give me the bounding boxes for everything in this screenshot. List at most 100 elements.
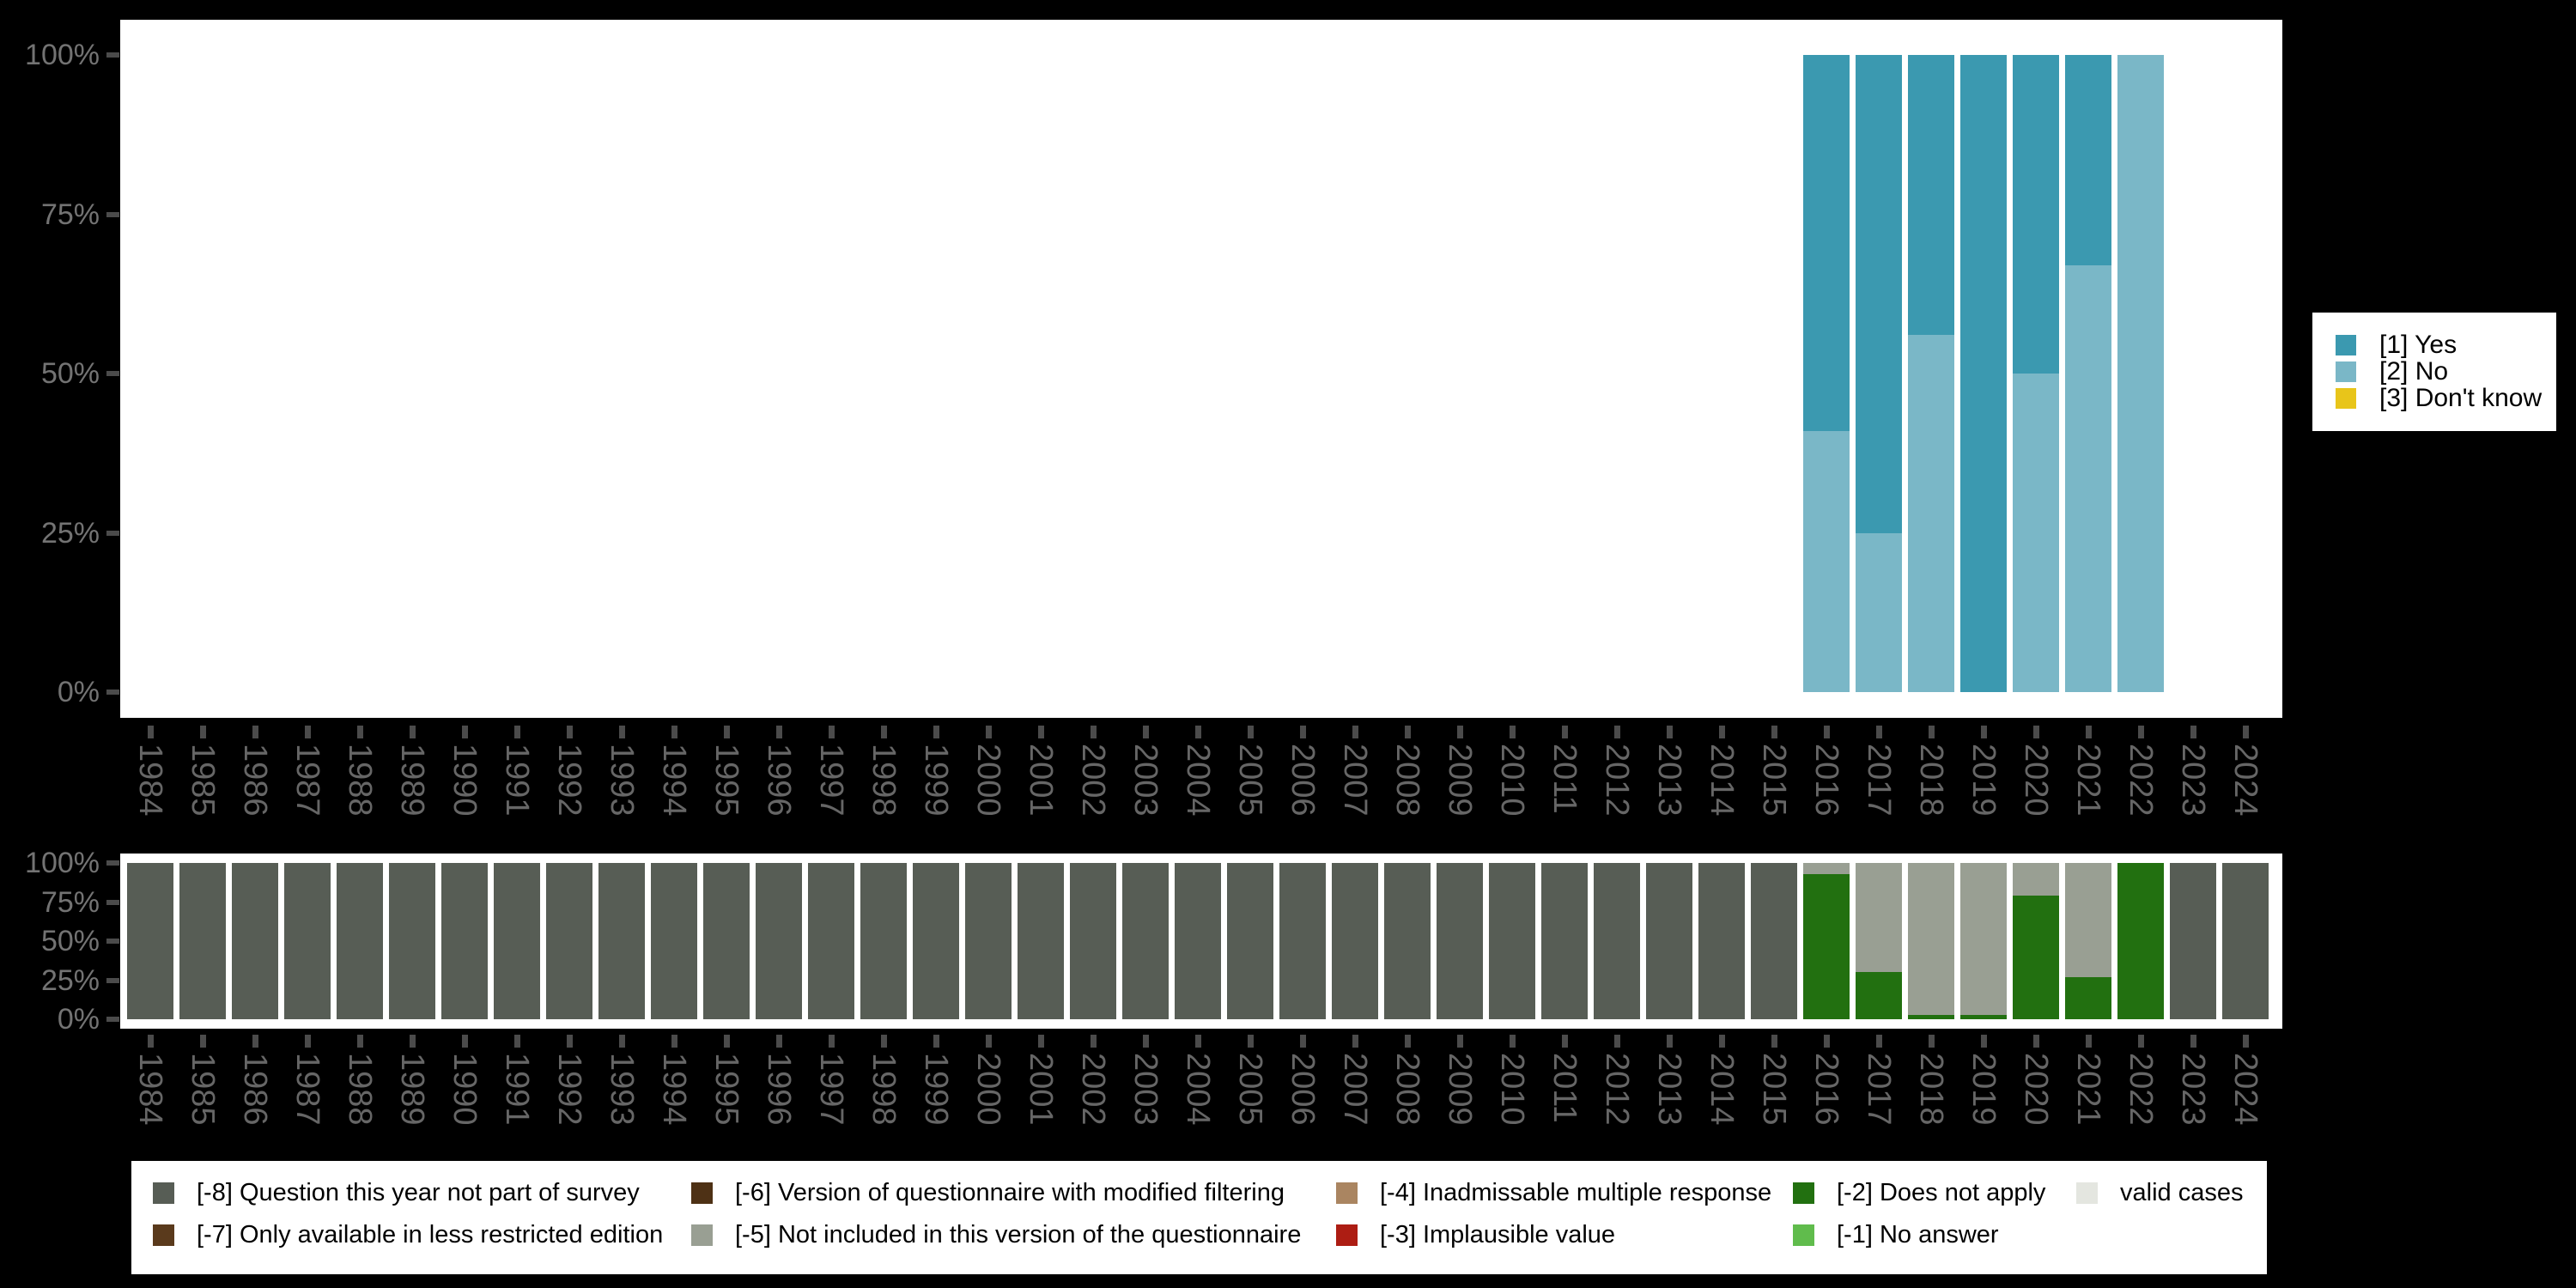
x-tick-2024 [2242, 726, 2249, 738]
bar-segment-m2-2017 [1856, 972, 1902, 1019]
bar-1999 [913, 863, 959, 1019]
bar-1991 [494, 863, 540, 1019]
x-tick-2019 [1980, 1035, 1987, 1048]
bar-segment-m8-2003 [1122, 863, 1169, 1019]
bar-1995 [703, 863, 750, 1019]
bar-1985 [179, 863, 226, 1019]
bar-segment-m8-2009 [1437, 863, 1483, 1019]
legend-swatch-m7 [153, 1224, 174, 1246]
y-tick-label-25: 25% [40, 516, 100, 550]
legend-label-m3: [-3] Implausible value [1380, 1221, 1616, 1249]
x-tick-2003 [1142, 726, 1149, 738]
x-tick-2012 [1613, 1035, 1620, 1048]
bar-segment-m8-1998 [860, 863, 907, 1019]
x-tick-2002 [1090, 1035, 1097, 1048]
x-tick-2010 [1509, 1035, 1516, 1048]
x-tick-1984 [147, 726, 154, 738]
bar-2006 [1279, 863, 1326, 1019]
legend-label-valid: valid cases [2120, 1179, 2244, 1206]
bar-1993 [598, 863, 645, 1019]
bar-segment-m8-2011 [1541, 863, 1588, 1019]
legend-swatch-m4 [1336, 1182, 1358, 1204]
bar-2019 [1960, 55, 2007, 692]
bar-2014 [1698, 863, 1745, 1019]
bar-2018 [1908, 55, 1954, 692]
x-tick-1987 [304, 1035, 311, 1048]
x-tick-1993 [618, 726, 625, 738]
legend-item-m4: [-4] Inadmissable multiple response [1336, 1179, 1771, 1206]
x-tick-1997 [828, 1035, 835, 1048]
bar-segment-m8-2002 [1070, 863, 1116, 1019]
x-tick-2004 [1194, 726, 1201, 738]
bar-1984 [127, 863, 173, 1019]
bar-2020 [2013, 55, 2059, 692]
bar-segment-m8-1984 [127, 863, 173, 1019]
bar-segment-yes-2021 [2065, 55, 2111, 265]
legend-swatch-m5 [691, 1224, 713, 1246]
bar-segment-m5-2016 [1803, 863, 1850, 874]
bar-segment-m5-2021 [2065, 863, 2111, 977]
legend-swatch-dk [2336, 387, 2356, 409]
y-tick-label-25: 25% [40, 963, 100, 997]
legend-swatch-m8 [153, 1182, 174, 1204]
x-tick-2009 [1456, 1035, 1463, 1048]
x-tick-2015 [1771, 1035, 1777, 1048]
legend-item-m7: [-7] Only available in less restricted e… [153, 1221, 663, 1249]
bar-segment-m8-1996 [756, 863, 802, 1019]
bar-segment-m5-2020 [2013, 863, 2059, 896]
y-tick-label-75: 75% [40, 197, 100, 231]
legend-item-yes: [1] Yes [2336, 331, 2556, 359]
x-tick-2008 [1404, 1035, 1411, 1048]
bar-segment-m8-2010 [1489, 863, 1535, 1019]
bar-2005 [1227, 863, 1273, 1019]
answers-legend: [1] Yes [2] No [3] Don't know [2312, 313, 2556, 431]
x-tick-2013 [1666, 1035, 1673, 1048]
y-tick-label-75: 75% [40, 885, 100, 919]
x-tick-2020 [2032, 726, 2039, 738]
x-tick-1985 [199, 726, 206, 738]
y-tick-label-100: 100% [25, 847, 100, 879]
y-tick-label-0: 0% [57, 1003, 100, 1036]
x-tick-1995 [723, 726, 730, 738]
bar-2018 [1908, 863, 1954, 1019]
legend-label-no: [2] No [2379, 356, 2449, 386]
x-tick-2016 [1823, 1035, 1830, 1048]
y-tick-label-50: 50% [40, 925, 100, 957]
x-tick-1985 [199, 1035, 206, 1048]
x-tick-2005 [1247, 1035, 1254, 1048]
x-tick-1991 [513, 1035, 520, 1048]
x-tick-2001 [1037, 726, 1044, 738]
x-tick-1995 [723, 1035, 730, 1048]
x-tick-1984 [147, 1035, 154, 1048]
x-tick-2007 [1352, 726, 1358, 738]
bar-2004 [1175, 863, 1221, 1019]
x-tick-2018 [1928, 1035, 1935, 1048]
x-tick-2010 [1509, 726, 1516, 738]
x-tick-2000 [985, 726, 992, 738]
legend-swatch-m3 [1336, 1224, 1358, 1246]
bar-2022 [2117, 863, 2164, 1019]
y-tick-50 [106, 371, 119, 376]
bar-segment-m8-2024 [2222, 863, 2269, 1019]
bar-1994 [651, 863, 697, 1019]
x-tick-2022 [2137, 1035, 2144, 1048]
x-tick-1998 [880, 726, 887, 738]
bar-segment-m8-2000 [965, 863, 1012, 1019]
legend-item-dk: [3] Don't know [2336, 384, 2556, 412]
bar-segment-m8-1994 [651, 863, 697, 1019]
bar-segment-m2-2019 [1960, 1014, 2007, 1019]
bar-1988 [337, 863, 383, 1019]
bar-2000 [965, 863, 1012, 1019]
bar-segment-m8-1997 [808, 863, 854, 1019]
y-tick-100 [106, 860, 119, 866]
legend-item-m8: [-8] Question this year not part of surv… [153, 1179, 640, 1206]
x-tick-1988 [356, 1035, 363, 1048]
bar-segment-m2-2021 [2065, 976, 2111, 1019]
bar-1986 [232, 863, 278, 1019]
x-tick-2002 [1090, 726, 1097, 738]
y-tick-0 [106, 1017, 119, 1022]
x-tick-1990 [461, 726, 468, 738]
legend-label-m1: [-1] No answer [1837, 1221, 1999, 1249]
bar-segment-m8-2007 [1332, 863, 1378, 1019]
